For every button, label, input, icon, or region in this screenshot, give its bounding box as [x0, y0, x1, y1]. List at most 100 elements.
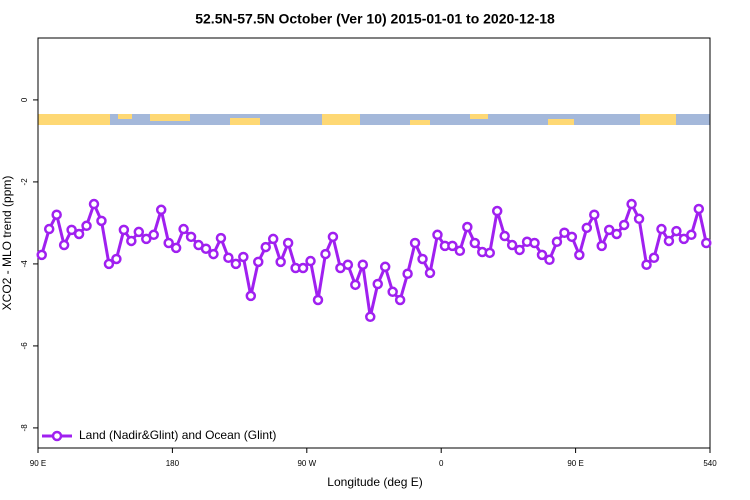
- data-point: [96, 215, 107, 227]
- data-point: [118, 224, 130, 236]
- data-point: [559, 227, 570, 238]
- data-point: [357, 259, 369, 270]
- data-point: [641, 259, 652, 270]
- data-point: [589, 209, 600, 220]
- y-axis-label: XCO2 - MLO trend (ppm): [0, 176, 14, 311]
- x-tick-label: 90 E: [30, 459, 46, 468]
- chart-title: 52.5N-57.5N October (Ver 10) 2015-01-01 …: [195, 11, 555, 27]
- x-tick-label: 90 W: [297, 459, 316, 468]
- data-point: [499, 230, 510, 242]
- data-point: [432, 229, 443, 241]
- data-point: [253, 256, 264, 268]
- data-point: [163, 237, 174, 249]
- data-point: [126, 235, 137, 247]
- data-point: [387, 286, 398, 298]
- data-point: [365, 311, 376, 323]
- data-point: [417, 253, 428, 265]
- data-point: [701, 237, 712, 249]
- data-point: [282, 237, 294, 249]
- data-point: [155, 204, 167, 216]
- data-point: [170, 242, 182, 254]
- y-tick-label: -6: [20, 342, 29, 350]
- data-point: [260, 241, 271, 253]
- data-point: [350, 279, 361, 291]
- data-point: [506, 239, 518, 251]
- data-point: [185, 231, 197, 243]
- data-point: [245, 290, 257, 302]
- data-point: [611, 228, 622, 240]
- data-point: [551, 236, 563, 248]
- data-point: [379, 261, 391, 273]
- data-point: [484, 247, 495, 259]
- plot-frame: [37, 37, 711, 449]
- data-point: [491, 205, 503, 217]
- data-point: [656, 223, 667, 235]
- data-point: [327, 231, 339, 243]
- data-point: [469, 237, 481, 249]
- x-tick-label: 0: [439, 459, 444, 468]
- data-point: [409, 237, 421, 249]
- data-line: [40, 202, 708, 319]
- data-point: [267, 233, 279, 245]
- data-point: [342, 259, 354, 270]
- data-point: [596, 240, 607, 252]
- data-point: [536, 249, 548, 261]
- data-point: [671, 225, 682, 237]
- data-point: [305, 255, 316, 267]
- data-point: [111, 253, 122, 265]
- data-point: [447, 240, 458, 252]
- data-point: [603, 224, 615, 236]
- data-point: [88, 198, 100, 210]
- x-tick-label: 180: [166, 459, 180, 468]
- y-tick-label: 0: [20, 97, 29, 102]
- data-point: [424, 267, 436, 279]
- data-point: [618, 219, 630, 231]
- data-point: [574, 249, 585, 261]
- data-point: [238, 251, 249, 263]
- data-point: [402, 268, 413, 279]
- data-point: [36, 249, 47, 261]
- data-point: [81, 220, 92, 232]
- y-tick-label: -2: [20, 178, 29, 186]
- data-point: [312, 294, 324, 306]
- data-point: [297, 262, 309, 274]
- data-point: [148, 229, 159, 241]
- data-point: [626, 198, 637, 210]
- data-point: [200, 243, 212, 254]
- data-point: [686, 229, 697, 241]
- data-point: [178, 223, 189, 235]
- y-tick-label: -4: [20, 260, 29, 268]
- x-tick-label: 540: [703, 459, 717, 468]
- data-point: [275, 256, 286, 268]
- data-point: [230, 258, 242, 270]
- data-point: [320, 248, 331, 260]
- data-point: [43, 223, 55, 235]
- data-point: [514, 244, 525, 256]
- land-ocean-strip: [38, 114, 710, 125]
- data-point: [454, 245, 466, 257]
- legend-label: Land (Nadir&Glint) and Ocean (Glint): [79, 428, 276, 442]
- data-point: [566, 231, 578, 243]
- data-point: [581, 222, 593, 234]
- data-point: [58, 239, 70, 251]
- data-point: [66, 224, 77, 236]
- data-point: [208, 248, 219, 260]
- data-point: [51, 209, 62, 220]
- legend-marker: [51, 430, 63, 442]
- data-point: [648, 252, 660, 264]
- x-tick-label: 90 E: [567, 459, 583, 468]
- data-point: [372, 278, 383, 290]
- data-point: [73, 228, 85, 240]
- data-point: [529, 237, 540, 249]
- data-point: [394, 294, 406, 306]
- y-tick-label: -8: [20, 424, 29, 432]
- data-point: [693, 203, 705, 215]
- data-point: [103, 258, 115, 270]
- data-point: [462, 221, 473, 233]
- data-point: [544, 254, 555, 266]
- data-point: [663, 235, 675, 247]
- data-point: [141, 233, 152, 245]
- data-point: [633, 213, 645, 225]
